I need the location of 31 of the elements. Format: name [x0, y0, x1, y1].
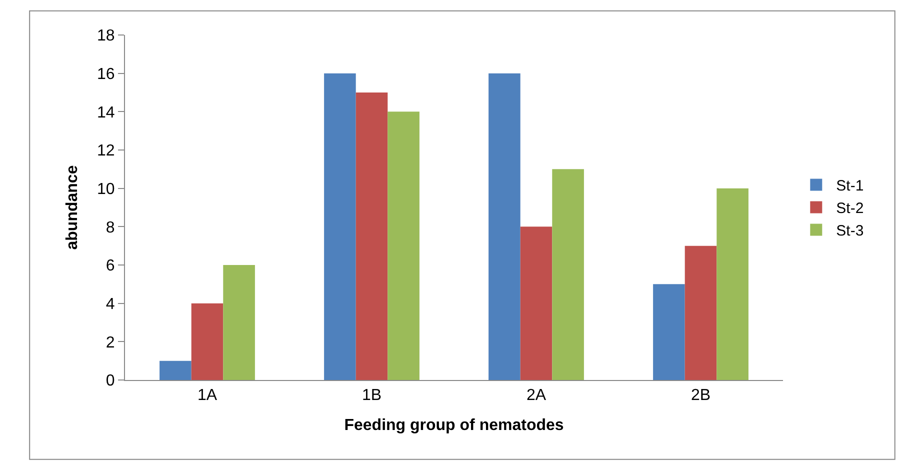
- bar: [653, 284, 685, 380]
- bar: [223, 265, 255, 380]
- y-tick-label: 2: [106, 334, 115, 352]
- bar: [520, 226, 552, 380]
- y-tick-label: 12: [97, 142, 115, 160]
- y-tick-label: 16: [97, 66, 115, 83]
- bar: [324, 73, 356, 380]
- bar: [388, 112, 420, 380]
- bar: [552, 169, 584, 380]
- x-tick-label: 2B: [690, 387, 711, 404]
- y-tick-label: 18: [97, 28, 115, 45]
- x-tick-label: 1B: [362, 387, 382, 404]
- bar: [684, 246, 717, 380]
- bar: [356, 92, 388, 380]
- x-tick-label: 1A: [197, 387, 218, 404]
- legend-label: St-2: [836, 200, 864, 218]
- legend-label: St-3: [836, 222, 864, 240]
- y-tick-label: 6: [106, 258, 115, 275]
- y-tick-label: 4: [106, 296, 115, 313]
- x-axis-title: Feeding group of nematodes: [344, 416, 564, 434]
- x-tick-label: 2A: [526, 387, 546, 404]
- y-tick-label: 10: [97, 180, 115, 198]
- legend-label: St-1: [836, 178, 864, 195]
- y-tick-label: 8: [106, 219, 115, 236]
- bar: [716, 188, 748, 380]
- y-tick-label: 14: [97, 104, 115, 122]
- y-axis-title: abundance: [64, 165, 81, 250]
- bar: [488, 73, 520, 380]
- bar: [160, 360, 192, 380]
- bar: [191, 303, 224, 380]
- y-tick-label: 0: [106, 372, 115, 390]
